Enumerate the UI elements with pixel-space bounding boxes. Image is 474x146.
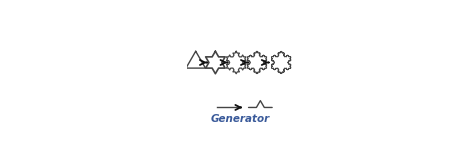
Text: Generator: Generator [210, 114, 270, 124]
